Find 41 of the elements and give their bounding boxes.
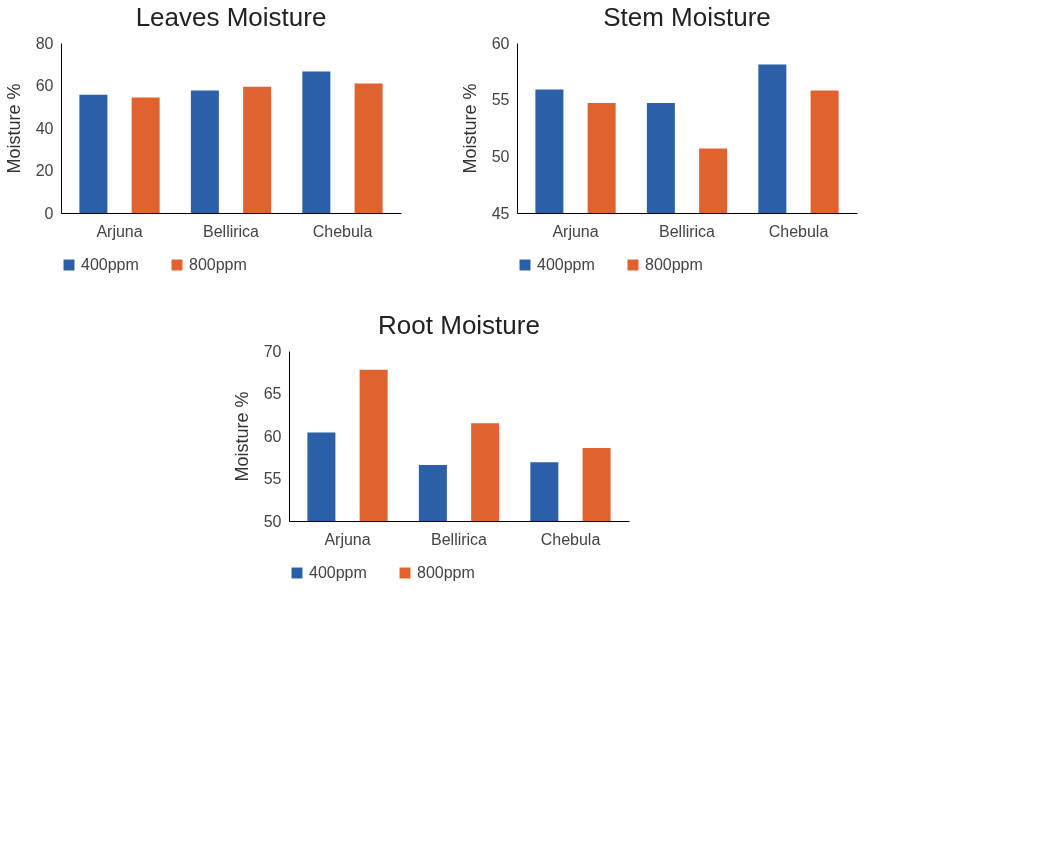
y-tick-label: 60 [35,77,54,94]
x-tick-label: Bellirica [430,530,488,548]
x-tick-label: Arjuna [552,222,599,240]
x-tick-label: Bellirica [658,222,716,240]
y-tick-label: 70 [263,342,282,360]
x-tick-label: Chebula [312,222,373,240]
x-tick-label: Bellirica [202,222,260,240]
bar [354,83,383,213]
bar [79,94,108,213]
bar [190,90,219,213]
legend-label: 400ppm [81,256,139,273]
y-tick-label: 65 [263,385,282,402]
y-tick-label: 55 [491,91,510,109]
chart-title: Stem Moisture [603,2,771,32]
y-tick-label: 55 [263,470,282,487]
y-tick-label: 60 [491,34,510,52]
y-tick-label: 0 [44,204,54,222]
x-tick-label: Chebula [768,222,829,240]
y-axis-title: Moisture % [3,83,24,174]
y-axis-title: Moisture % [459,83,480,174]
y-tick-label: 80 [35,34,54,52]
y-tick-label: 60 [263,427,282,445]
legend-label: 800ppm [417,564,475,581]
legend-label: 800ppm [645,256,703,273]
y-axis-title: Moisture % [231,391,252,482]
y-tick-label: 45 [491,204,510,222]
bar [131,97,160,213]
chart-title: Root Moisture [378,310,540,340]
bar [243,86,272,213]
legend-label: 400ppm [309,564,367,581]
y-tick-label: 50 [491,147,510,165]
legend-label: 400ppm [537,256,595,273]
chart-title: Leaves Moisture [135,2,327,32]
legend-label: 800ppm [189,256,247,273]
y-tick-label: 20 [35,162,54,179]
x-tick-label: Arjuna [324,530,371,548]
bar [302,71,331,213]
x-tick-label: Arjuna [96,222,143,240]
y-tick-label: 50 [263,512,282,530]
y-tick-label: 40 [35,119,54,137]
x-tick-label: Chebula [540,530,601,548]
